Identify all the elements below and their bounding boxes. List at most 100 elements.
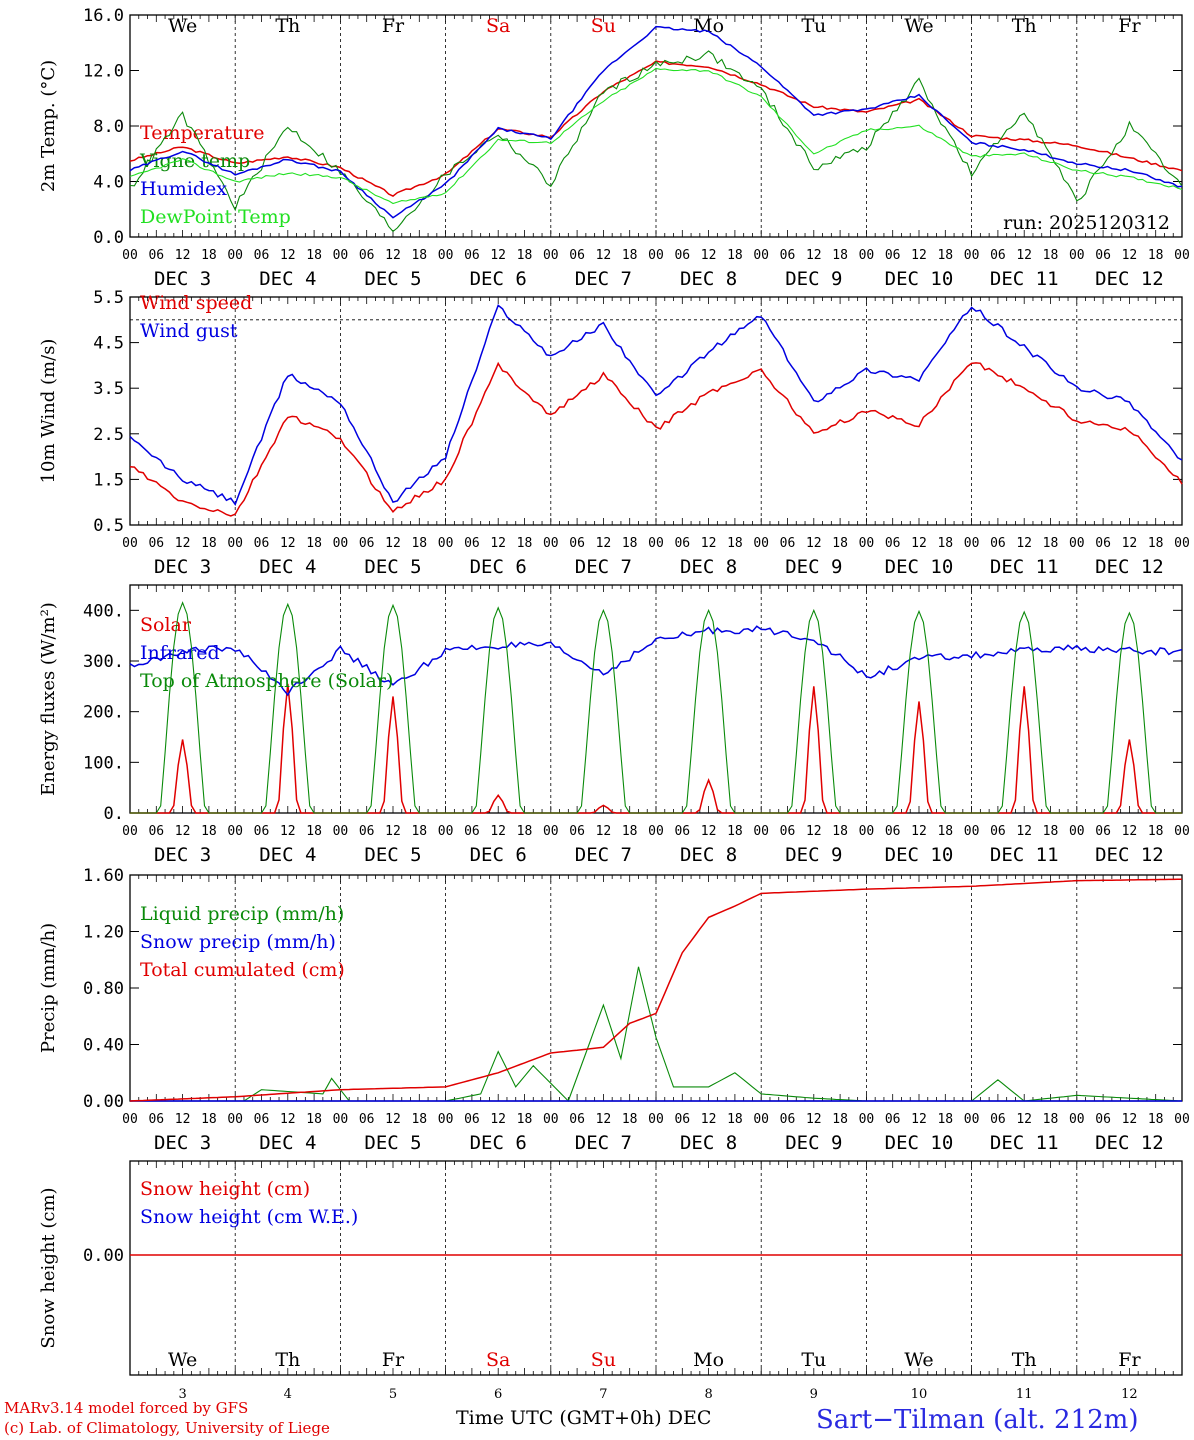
hour-tick-label: 12: [490, 1112, 506, 1127]
hour-tick-label: 12: [175, 536, 191, 551]
hour-tick-label: 12: [701, 824, 717, 839]
date-label: DEC 9: [785, 1132, 842, 1154]
date-number: 11: [1016, 1387, 1033, 1402]
day-name: Fr: [1118, 15, 1141, 37]
date-label: DEC 12: [1095, 268, 1164, 290]
date-label: DEC 4: [259, 268, 316, 290]
hour-tick-label: 12: [596, 824, 612, 839]
hour-tick-label: 00: [964, 824, 980, 839]
hour-tick-label: 06: [990, 536, 1006, 551]
hour-tick-label: 06: [359, 1112, 375, 1127]
hour-tick-label: 18: [832, 1112, 848, 1127]
date-label: DEC 4: [259, 844, 316, 866]
date-number: 10: [911, 1387, 928, 1402]
legend-entry: Wind gust: [140, 320, 238, 342]
hour-tick-label: 18: [201, 536, 217, 551]
hour-tick-label: 12: [490, 824, 506, 839]
hour-tick-label: 00: [543, 1112, 559, 1127]
hour-tick-label: 18: [832, 824, 848, 839]
day-name: Th: [1012, 1349, 1037, 1371]
hour-tick-label: 12: [385, 1112, 401, 1127]
hour-tick-label: 18: [832, 536, 848, 551]
date-label: DEC 3: [154, 844, 211, 866]
series-line-wind-speed: [129, 361, 1183, 517]
hour-tick-label: 06: [254, 1112, 270, 1127]
hour-tick-label: 06: [148, 1112, 164, 1127]
y-tick-label: 2.5: [93, 425, 124, 445]
y-tick-label: 0.40: [83, 1036, 124, 1056]
hour-tick-label: 12: [280, 536, 296, 551]
y-axis-label: Snow height (cm): [38, 1187, 59, 1348]
hour-tick-label: 06: [885, 824, 901, 839]
date-label: DEC 5: [364, 556, 421, 578]
legend-entry: Snow height (cm): [140, 1178, 310, 1200]
day-name: Sa: [486, 1349, 510, 1371]
hour-tick-label: 00: [964, 536, 980, 551]
time-axis-label: Time UTC (GMT+0h) DEC: [456, 1407, 711, 1429]
date-number: 6: [494, 1387, 502, 1402]
date-label: DEC 11: [990, 844, 1059, 866]
date-label: DEC 4: [259, 556, 316, 578]
hour-tick-label: 12: [911, 248, 927, 263]
day-name: We: [904, 1349, 933, 1371]
hour-tick-label: 18: [1043, 824, 1059, 839]
y-tick-label: 4.0: [93, 173, 124, 193]
hour-tick-label: 00: [333, 536, 349, 551]
hour-tick-label: 00: [543, 824, 559, 839]
date-label: DEC 12: [1095, 556, 1164, 578]
y-tick-label: 200.: [83, 703, 124, 723]
y-tick-label: 0.00: [83, 1092, 124, 1112]
hour-tick-label: 00: [438, 248, 454, 263]
day-name: Mo: [693, 1349, 724, 1371]
hour-tick-label: 06: [148, 824, 164, 839]
hour-tick-label: 06: [359, 824, 375, 839]
hour-tick-label: 18: [1043, 1112, 1059, 1127]
hour-tick-label: 12: [701, 536, 717, 551]
y-tick-label: 300.: [83, 652, 124, 672]
date-label: DEC 8: [680, 1132, 737, 1154]
date-number: 4: [284, 1387, 292, 1402]
hour-tick-label: 00: [648, 1112, 664, 1127]
station-label: Sart−Tilman (alt. 212m): [816, 1405, 1138, 1435]
hour-tick-label: 06: [569, 536, 585, 551]
hour-tick-label: 12: [596, 536, 612, 551]
hour-tick-label: 12: [1016, 248, 1032, 263]
hour-tick-label: 12: [175, 824, 191, 839]
date-label: DEC 6: [470, 1132, 527, 1154]
date-label: DEC 5: [364, 1132, 421, 1154]
hour-tick-label: 06: [780, 248, 796, 263]
hour-tick-label: 00: [753, 536, 769, 551]
y-axis-label: 2m Temp. (°C): [38, 60, 59, 192]
hour-tick-label: 12: [490, 536, 506, 551]
hour-tick-label: 06: [1095, 824, 1111, 839]
y-tick-label: 0.: [104, 804, 124, 824]
hour-tick-label: 06: [359, 536, 375, 551]
hour-tick-label: 12: [385, 248, 401, 263]
y-tick-label: 1.20: [83, 923, 124, 943]
hour-tick-label: 00: [1174, 536, 1190, 551]
hour-tick-label: 18: [622, 536, 638, 551]
y-tick-label: 16.0: [83, 6, 124, 26]
y-tick-label: 0.5: [93, 516, 124, 536]
hour-tick-label: 06: [254, 248, 270, 263]
hour-tick-label: 06: [254, 824, 270, 839]
hour-tick-label: 06: [885, 248, 901, 263]
hour-tick-label: 12: [1122, 1112, 1138, 1127]
day-name: Su: [591, 15, 616, 37]
hour-tick-label: 06: [464, 248, 480, 263]
day-name: Tu: [801, 15, 826, 37]
hour-tick-label: 12: [1122, 536, 1138, 551]
hour-tick-label: 12: [911, 536, 927, 551]
legend-entry: Infrared: [140, 642, 220, 664]
hour-tick-label: 06: [359, 248, 375, 263]
hour-tick-label: 06: [990, 248, 1006, 263]
y-tick-label: 100.: [83, 753, 124, 773]
hour-tick-label: 18: [517, 824, 533, 839]
hour-tick-label: 00: [438, 824, 454, 839]
hour-tick-label: 00: [648, 536, 664, 551]
hour-tick-label: 18: [201, 824, 217, 839]
hour-tick-label: 00: [1069, 1112, 1085, 1127]
hour-tick-label: 06: [148, 248, 164, 263]
hour-tick-label: 12: [385, 536, 401, 551]
hour-tick-label: 00: [859, 824, 875, 839]
